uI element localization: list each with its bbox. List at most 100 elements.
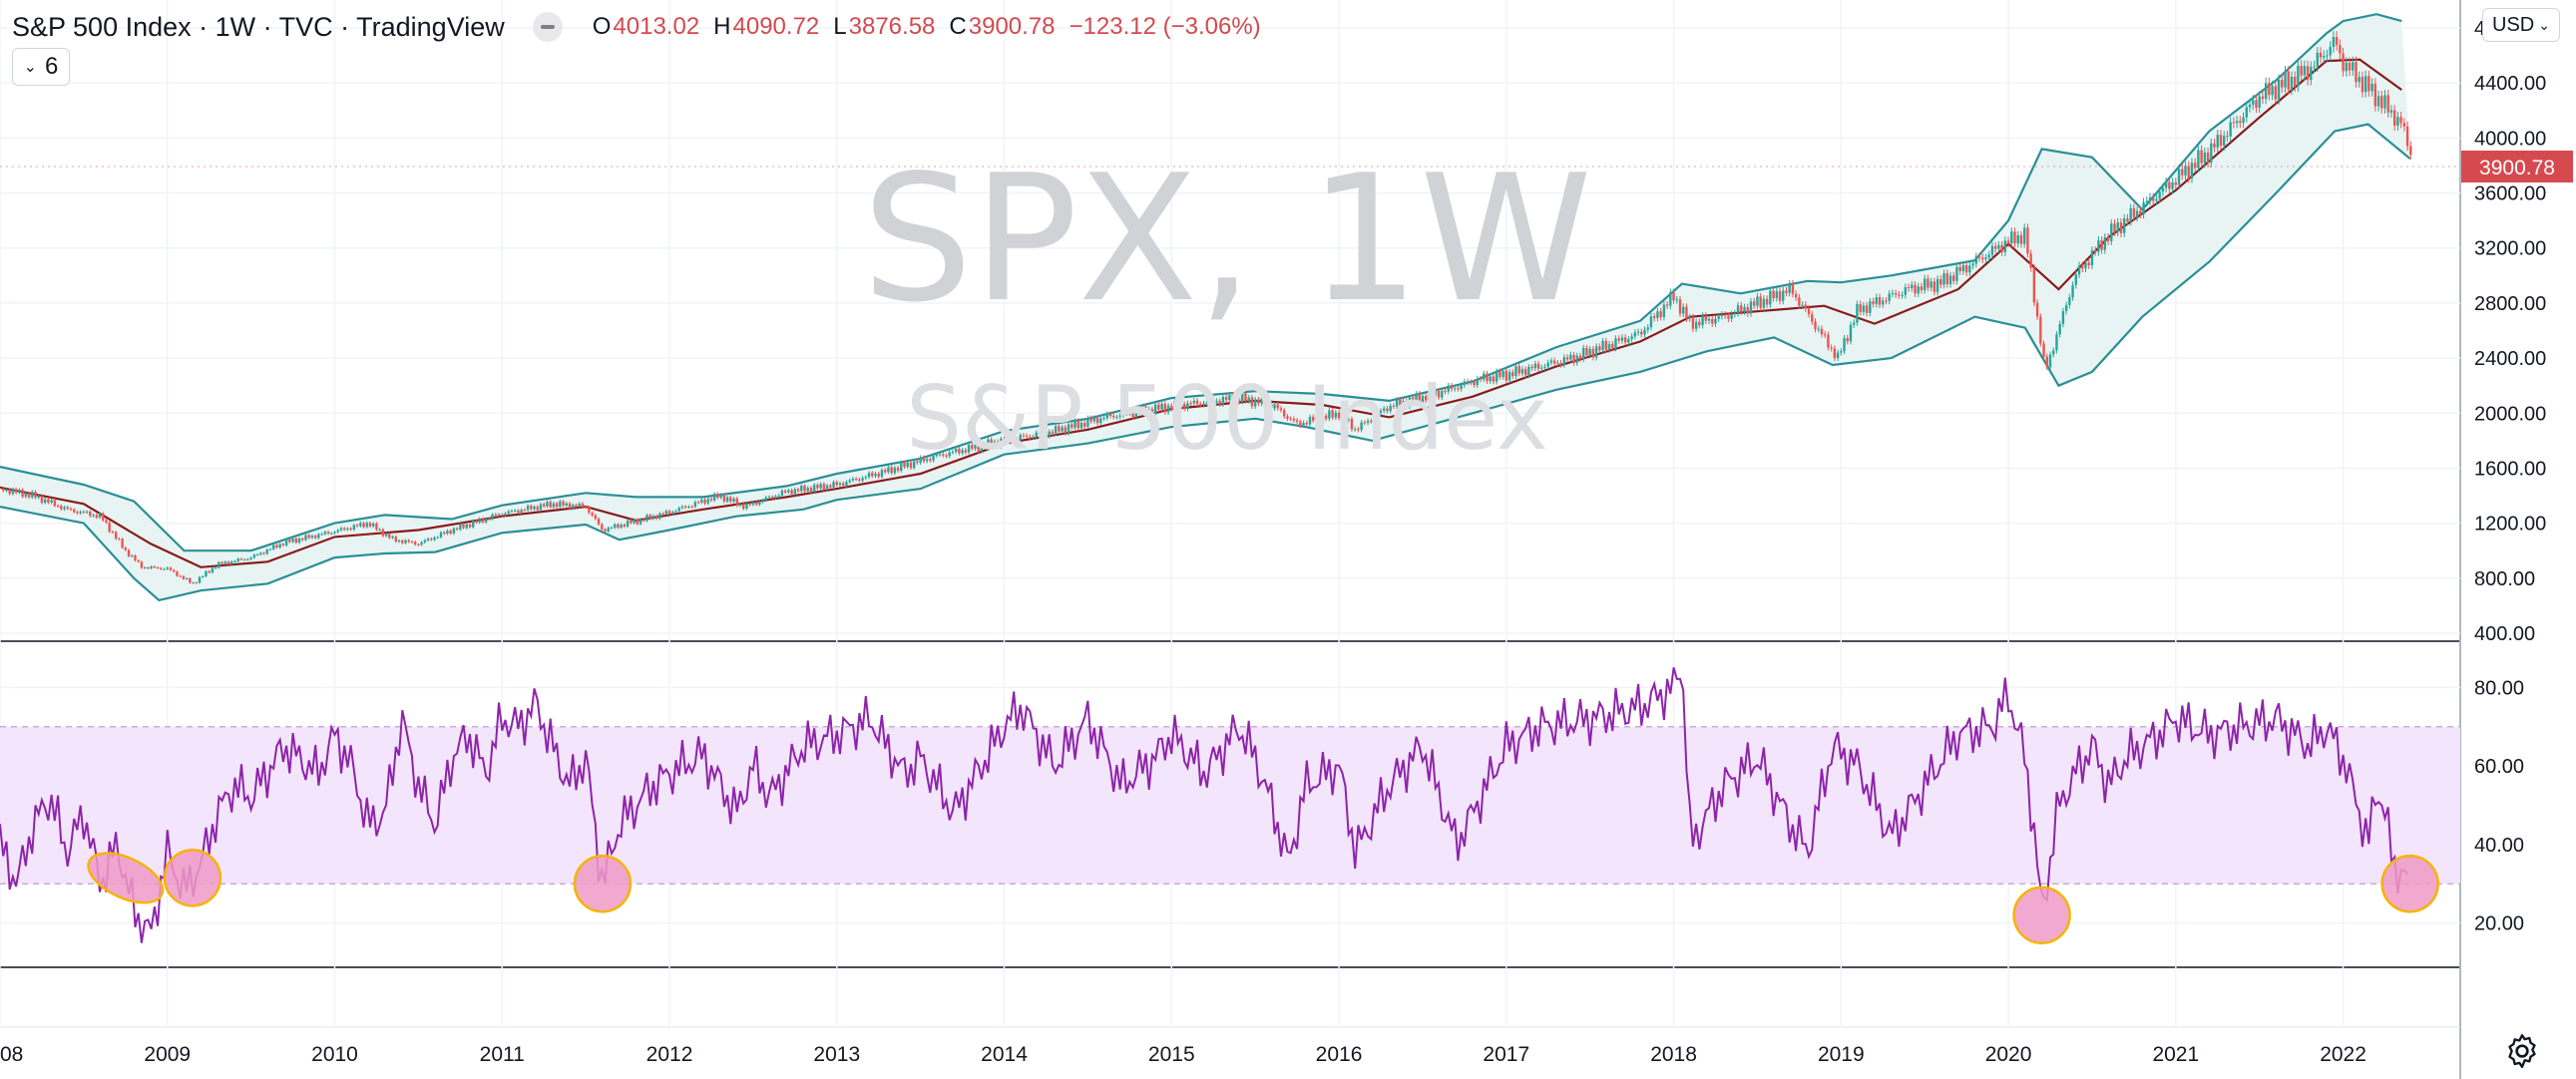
candle-body	[223, 561, 227, 564]
candle-body	[2332, 37, 2336, 48]
candle-body	[2, 489, 5, 491]
candle-body	[1627, 339, 1630, 343]
candle-body	[951, 452, 955, 454]
candle-body	[523, 510, 527, 512]
candle-body	[2306, 66, 2310, 81]
candle-body	[268, 548, 272, 550]
candle-body	[1920, 286, 1924, 290]
candle-body	[2103, 236, 2107, 250]
candle-body	[346, 528, 349, 531]
candle-body	[1058, 426, 1061, 432]
candle-body	[1363, 422, 1367, 424]
candle-body	[819, 484, 822, 489]
candle-body	[1543, 366, 1546, 368]
candle-body	[413, 541, 417, 545]
oversold-highlight	[163, 849, 222, 907]
candle-body	[530, 506, 533, 510]
candle-body	[2235, 121, 2239, 124]
candle-body	[433, 538, 436, 540]
candle-body	[1095, 417, 1099, 424]
candle-body	[890, 467, 893, 474]
candle-body	[1849, 324, 1853, 342]
candle-body	[651, 516, 655, 520]
candle-body	[2367, 76, 2370, 92]
candle-body	[2064, 304, 2068, 312]
candle-body	[1131, 412, 1134, 418]
price-tick-label: 1200.00	[2474, 514, 2546, 536]
candle-body	[252, 554, 256, 558]
candle-body	[2055, 334, 2058, 351]
candle-body	[1582, 347, 1585, 360]
candle-body	[555, 503, 559, 508]
candle-body	[468, 524, 472, 528]
candle-body	[626, 520, 630, 527]
candle-body	[2187, 166, 2190, 179]
candle-body	[452, 528, 456, 534]
candle-body	[291, 539, 294, 542]
x-tick-label: 2010	[311, 1043, 358, 1066]
candle-body	[1295, 420, 1299, 422]
candle-body	[2264, 83, 2268, 100]
candle-body	[858, 479, 861, 481]
candle-body	[368, 523, 372, 527]
candle-body	[543, 504, 546, 507]
indicators-collapse-button[interactable]: ⌄ 6	[12, 48, 70, 86]
candle-body	[475, 521, 478, 523]
candle-body	[111, 532, 115, 534]
candle-body	[410, 541, 414, 543]
price-tag-bg	[2461, 151, 2573, 182]
candle-body	[1025, 435, 1029, 437]
candle-body	[674, 511, 677, 513]
candle-body	[2409, 146, 2412, 156]
candle-body	[1798, 297, 1801, 306]
candle-body	[2216, 135, 2219, 148]
candle-body	[1993, 245, 1997, 249]
eye-icon[interactable]	[532, 12, 563, 42]
candle-body	[906, 462, 909, 468]
candle-body	[754, 502, 758, 506]
gear-icon[interactable]	[2502, 1031, 2542, 1071]
candle-body	[2203, 152, 2207, 164]
candle-body	[307, 535, 310, 539]
candle-body	[205, 570, 208, 576]
candle-body	[1559, 362, 1562, 365]
candle-body	[211, 567, 215, 573]
candle-body	[246, 558, 249, 560]
candle-body	[420, 541, 423, 545]
candle-body	[709, 499, 713, 501]
candle-body	[2035, 302, 2039, 317]
candle-body	[388, 534, 391, 539]
candle-body	[1115, 417, 1118, 419]
candle-body	[2181, 169, 2184, 176]
rsi-tick-label: 60.00	[2474, 756, 2524, 778]
rsi-pane	[0, 667, 2460, 944]
candle-body	[1392, 405, 1396, 407]
candle-body	[2016, 234, 2019, 244]
candle-body	[34, 492, 37, 498]
candle-body	[2022, 227, 2026, 244]
candle-body	[661, 513, 664, 515]
candle-body	[262, 552, 265, 554]
currency-selector[interactable]: USD ⌄	[2482, 8, 2560, 42]
candle-body	[1782, 290, 1785, 301]
candle-body	[2197, 150, 2200, 169]
candle-body	[1334, 412, 1338, 418]
candle-body	[1089, 418, 1092, 422]
candle-body	[575, 505, 578, 507]
symbol-title[interactable]: S&P 500 Index · 1W · TVC · TradingView	[12, 11, 505, 42]
candle-body	[1939, 278, 1942, 285]
candle-body	[1347, 419, 1350, 421]
price-tick-label: 2800.00	[2474, 293, 2546, 315]
candle-body	[1473, 382, 1476, 386]
candle-body	[1894, 293, 1898, 295]
candle-body	[1195, 400, 1199, 405]
candle-body	[854, 478, 858, 480]
candle-body	[2097, 239, 2100, 252]
x-tick-label: 2013	[813, 1043, 860, 1066]
chevron-down-icon: ⌄	[23, 59, 38, 76]
candle-body	[2274, 86, 2278, 100]
candle-body	[1633, 332, 1637, 337]
candle-body	[2389, 110, 2393, 113]
candle-body	[1328, 410, 1331, 419]
